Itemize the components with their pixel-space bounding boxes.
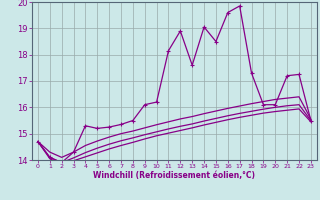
X-axis label: Windchill (Refroidissement éolien,°C): Windchill (Refroidissement éolien,°C): [93, 171, 255, 180]
